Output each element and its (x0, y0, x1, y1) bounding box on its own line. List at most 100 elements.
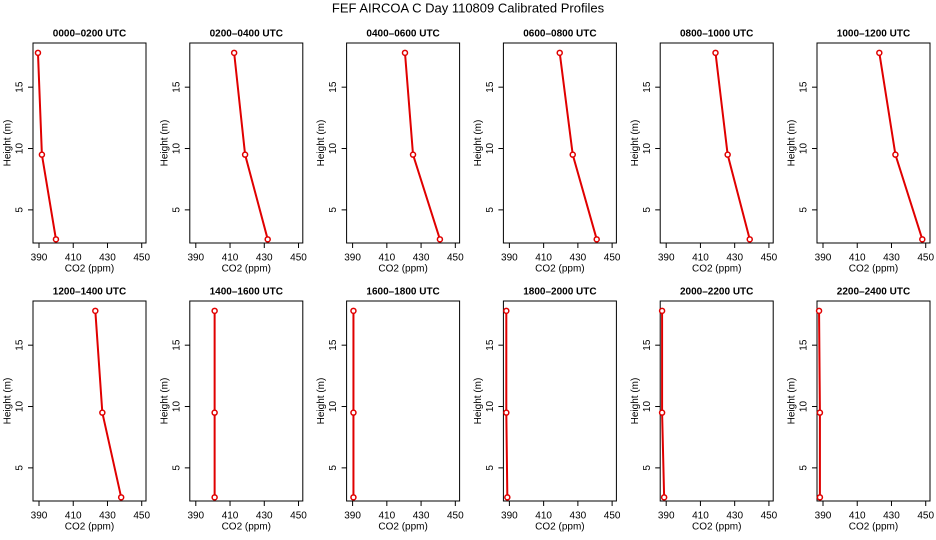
panel: 2000–2200 UTC 390 410 430 450 5 10 15 CO2 (ppm) H… (630, 287, 778, 533)
profile-point (350, 494, 357, 501)
profile-point (816, 494, 824, 501)
panel-title: 1200–1400 UTC (53, 287, 126, 298)
y-tick-label: 5 (485, 207, 496, 213)
y-tick-label: 5 (799, 465, 810, 471)
panel-title: 1800–2000 UTC (523, 287, 596, 298)
panel: 1400–1600 UTC 390 410 430 450 5 10 15 CO2 (ppm) H… (159, 287, 307, 533)
x-axis-label: CO2 (ppm) (849, 264, 898, 275)
x-tick-label: 390 (501, 253, 518, 264)
profile-point (264, 236, 271, 243)
x-tick-label: 390 (31, 253, 48, 264)
page-title: FEF AIRCOA C Day 110809 Calibrated Profi… (332, 0, 605, 15)
panel-title: 0800–1000 UTC (680, 29, 753, 40)
x-axis-label: CO2 (ppm) (65, 522, 114, 533)
x-tick-label: 410 (692, 253, 709, 264)
panel: 1200–1400 UTC 390 410 430 450 5 10 15 CO2 (ppm) H… (3, 287, 151, 533)
x-tick-label: 450 (133, 511, 150, 522)
profile-point (658, 409, 666, 416)
y-tick-label: 5 (642, 207, 653, 213)
y-tick-label: 5 (328, 465, 339, 471)
profile-line (818, 310, 821, 498)
y-axis-label: Height (m) (787, 120, 798, 167)
x-tick-label: 390 (344, 253, 361, 264)
panel-title: 1400–1600 UTC (210, 287, 283, 298)
panel-title: 1600–1800 UTC (366, 287, 439, 298)
panel: 0000–0200 UTC 390 410 430 450 5 10 15 CO2 (ppm) H… (3, 29, 151, 275)
x-tick-label: 390 (658, 253, 675, 264)
panel: 1600–1800 UTC 390 410 430 450 5 10 15 CO2 (ppm) H… (316, 287, 464, 533)
plot-frame (32, 42, 147, 244)
plot-frame (346, 300, 461, 502)
x-tick-label: 450 (604, 511, 621, 522)
x-tick-label: 390 (344, 511, 361, 522)
panel: 1800–2000 UTC 390 410 430 450 5 10 15 CO2 (ppm) H… (473, 287, 621, 533)
profile-point (230, 49, 238, 57)
y-tick-label: 15 (15, 81, 26, 93)
x-tick-label: 430 (99, 253, 116, 264)
plot-frame (659, 300, 774, 502)
y-axis-label: Height (m) (787, 378, 798, 425)
y-tick-label: 5 (485, 465, 496, 471)
profile-line (94, 310, 123, 498)
y-axis-label: Height (m) (630, 120, 641, 167)
plot-frame (189, 42, 304, 244)
x-tick-label: 450 (447, 511, 464, 522)
y-tick-label: 10 (642, 401, 653, 413)
y-tick-label: 15 (799, 339, 810, 351)
profile-point (658, 307, 666, 315)
plot-frame (659, 42, 774, 244)
y-tick-label: 5 (15, 465, 26, 471)
x-tick-label: 410 (65, 511, 82, 522)
profile-point (746, 236, 753, 243)
profile-point (876, 49, 883, 57)
y-tick-label: 5 (328, 207, 339, 213)
x-axis-label: CO2 (ppm) (378, 264, 427, 275)
x-tick-label: 410 (378, 511, 395, 522)
plot-frame (502, 42, 617, 244)
profile-point (892, 151, 899, 158)
plot-frame (32, 300, 147, 502)
y-tick-label: 15 (15, 339, 26, 351)
x-tick-label: 430 (570, 511, 587, 522)
y-tick-label: 5 (642, 465, 653, 471)
y-axis-label: Height (m) (3, 378, 14, 425)
y-tick-label: 10 (171, 143, 182, 155)
x-tick-label: 450 (917, 511, 934, 522)
x-tick-label: 450 (290, 511, 307, 522)
plot-frame (346, 42, 461, 244)
y-tick-label: 15 (799, 81, 810, 93)
y-tick-label: 15 (171, 81, 182, 93)
y-tick-label: 15 (642, 81, 653, 93)
y-axis-label: Height (m) (3, 120, 14, 167)
x-tick-label: 390 (187, 253, 204, 264)
x-tick-label: 410 (65, 253, 82, 264)
profile-point (401, 49, 409, 57)
x-tick-label: 410 (222, 511, 239, 522)
profile-point (117, 494, 125, 501)
x-tick-label: 430 (570, 253, 587, 264)
panel: 0600–0800 UTC 390 410 430 450 5 10 15 CO2 (ppm) H… (473, 29, 621, 275)
y-tick-label: 10 (485, 143, 496, 155)
profile-line (558, 52, 598, 240)
y-axis-label: Height (m) (473, 120, 484, 167)
profile-line (403, 52, 441, 240)
profile-point (503, 409, 510, 416)
y-axis-label: Height (m) (316, 120, 327, 167)
profile-point (211, 409, 218, 416)
panel: 0400–0600 UTC 390 410 430 450 5 10 15 CO2 (ppm) H… (316, 29, 464, 275)
y-tick-label: 10 (642, 143, 653, 155)
x-tick-label: 430 (99, 511, 116, 522)
y-tick-label: 10 (485, 401, 496, 413)
profile-point (712, 49, 719, 57)
panel: 1000–1200 UTC 390 410 430 450 5 10 15 CO2 (ppm) H… (787, 29, 935, 275)
profile-line (878, 52, 924, 240)
x-axis-label: CO2 (ppm) (535, 264, 584, 275)
profile-point (660, 494, 668, 501)
y-tick-label: 15 (328, 339, 339, 351)
x-tick-label: 410 (849, 511, 866, 522)
profile-point (919, 236, 926, 243)
profile-line (505, 310, 509, 498)
x-tick-label: 390 (187, 511, 204, 522)
y-axis-label: Height (m) (159, 120, 170, 167)
